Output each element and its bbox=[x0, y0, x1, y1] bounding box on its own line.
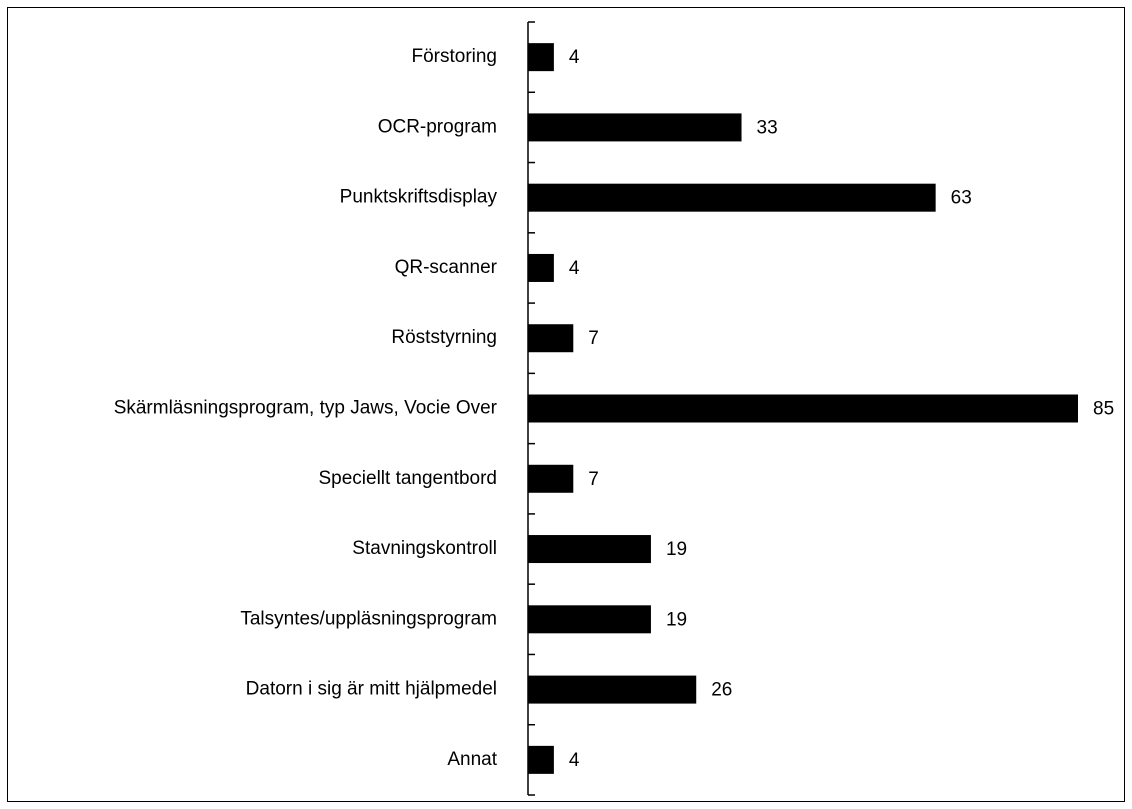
category-label: Annat bbox=[447, 749, 497, 770]
category-label: Datorn i sig är mitt hjälpmedel bbox=[246, 679, 497, 700]
bar bbox=[528, 324, 574, 353]
value-label: 26 bbox=[711, 680, 732, 701]
value-label: 85 bbox=[1093, 399, 1114, 420]
bar bbox=[528, 464, 574, 493]
category-label: Röststyrning bbox=[391, 327, 497, 348]
bar bbox=[528, 394, 1078, 423]
value-label: 19 bbox=[666, 609, 687, 630]
category-label: Speciellt tangentbord bbox=[318, 468, 497, 489]
value-label: 63 bbox=[951, 188, 972, 209]
bar bbox=[528, 605, 651, 634]
value-label: 7 bbox=[588, 328, 599, 349]
value-label: 19 bbox=[666, 539, 687, 560]
category-label: Stavningskontroll bbox=[352, 538, 497, 559]
category-label: Punktskriftsdisplay bbox=[340, 187, 498, 208]
value-label: 7 bbox=[588, 469, 599, 490]
value-label: 4 bbox=[569, 258, 580, 279]
category-label: Skärmläsningsprogram, typ Jaws, Vocie Ov… bbox=[114, 398, 498, 419]
bar bbox=[528, 253, 554, 282]
bar bbox=[528, 43, 554, 72]
bar bbox=[528, 675, 697, 704]
bar bbox=[528, 183, 936, 212]
category-label: Talsyntes/uppläsningsprogram bbox=[240, 608, 497, 629]
value-label: 4 bbox=[569, 750, 580, 771]
category-label: OCR-program bbox=[378, 116, 497, 137]
category-label: Förstoring bbox=[411, 46, 497, 67]
bar bbox=[528, 535, 651, 564]
bar bbox=[528, 745, 554, 774]
value-label: 4 bbox=[569, 47, 580, 68]
value-label: 33 bbox=[757, 117, 778, 138]
category-label: QR-scanner bbox=[395, 257, 498, 278]
bar bbox=[528, 113, 742, 142]
